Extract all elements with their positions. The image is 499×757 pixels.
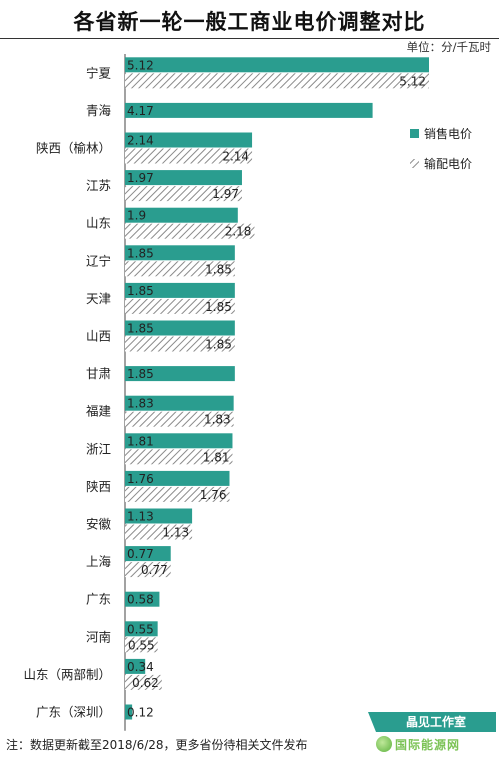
sales-price-label: 4.17: [127, 104, 154, 118]
studio-badge: 晶见工作室: [368, 712, 496, 732]
grid-price-bar: [125, 524, 193, 540]
sales-price-bar: [125, 366, 235, 382]
grid-price-label: 0.55: [128, 638, 155, 652]
grid-price-bar: [125, 562, 171, 578]
bars-layer: [124, 54, 429, 731]
sales-price-label: 0.12: [127, 706, 154, 720]
sales-price-bar: [125, 591, 160, 607]
watermark-logo-icon: [376, 736, 392, 752]
grid-price-label: 1.85: [205, 262, 232, 276]
grid-price-bar: [125, 674, 162, 690]
category-label: 天津: [86, 291, 111, 306]
sales-price-label: 0.55: [127, 622, 154, 636]
sales-price-bar: [125, 704, 133, 720]
sales-price-label: 0.34: [127, 660, 154, 674]
grid-price-bar: [125, 449, 233, 465]
grid-price-label: 1.76: [200, 488, 227, 502]
sales-price-bar: [125, 102, 373, 118]
grid-price-bar: [125, 336, 235, 352]
category-label: 宁夏: [86, 65, 112, 80]
sales-price-bar: [125, 170, 242, 186]
grid-price-label: 1.13: [162, 526, 189, 540]
sales-price-bar: [125, 395, 234, 411]
sales-price-label: 1.9: [127, 209, 146, 223]
category-label: 广东: [86, 592, 111, 607]
category-label: 上海: [86, 554, 112, 569]
watermark: 国际能源网: [376, 734, 460, 754]
sales-price-bar: [125, 282, 235, 298]
sales-price-label: 0.77: [127, 547, 154, 561]
grid-price-label: 1.97: [212, 187, 239, 201]
sales-price-label: 2.14: [127, 134, 154, 148]
grid-price-label: 1.81: [203, 450, 230, 464]
unit-note: 单位：分/千瓦时: [406, 40, 491, 54]
category-label: 广东（深圳）: [36, 705, 111, 720]
category-label: 浙江: [86, 441, 111, 456]
grid-price-bar: [125, 223, 255, 239]
sales-price-bar: [125, 320, 235, 336]
sales-price-bar: [125, 621, 158, 637]
grid-price-bar: [125, 637, 158, 653]
grid-price-label: 2.18: [225, 225, 252, 239]
grid-price-label: 5.12: [399, 74, 426, 88]
grid-price-bar: [125, 148, 253, 164]
sales-price-bar: [125, 433, 233, 449]
sales-price-label: 1.13: [127, 510, 154, 524]
category-label: 江苏: [86, 178, 111, 193]
grid-price-bar: [125, 261, 235, 277]
category-label: 青海: [86, 103, 112, 118]
grid-price-label: 2.14: [222, 150, 249, 164]
sales-price-bar: [125, 658, 146, 674]
category-label: 陕西（榆林）: [36, 141, 111, 156]
category-label: 安徽: [86, 517, 112, 532]
category-label: 河南: [86, 629, 111, 644]
grid-price-label: 0.62: [132, 676, 159, 690]
chart-title: 各省新一轮一般工商业电价调整对比: [73, 10, 426, 34]
grid-price-label: 0.77: [141, 563, 168, 577]
footnote: 注：数据更新截至2018/6/28，更多省份待相关文件发布: [6, 738, 308, 752]
legend-sales-swatch: [410, 129, 419, 138]
sales-price-label: 1.85: [127, 284, 154, 298]
category-label: 山东（两部制）: [23, 667, 111, 682]
grid-price-label: 1.85: [205, 300, 232, 314]
sales-price-label: 1.85: [127, 367, 154, 381]
watermark-text: 国际能源网: [395, 737, 461, 752]
sales-price-bar: [125, 57, 429, 73]
sales-price-label: 1.97: [127, 171, 154, 185]
sales-price-bar: [125, 207, 238, 223]
sales-price-label: 1.76: [127, 472, 154, 486]
category-label: 辽宁: [86, 253, 111, 268]
sales-price-bar: [125, 245, 235, 261]
legend-label: 销售电价: [424, 126, 472, 141]
grid-price-bar: [125, 411, 234, 427]
sales-price-label: 1.85: [127, 322, 154, 336]
category-label: 甘肃: [86, 366, 111, 381]
legend-label: 输配电价: [424, 156, 472, 171]
sales-price-bar: [125, 508, 193, 524]
grid-price-label: 1.85: [205, 338, 232, 352]
sales-price-bar: [125, 470, 230, 486]
grid-price-bar: [125, 73, 429, 89]
legend-grid-swatch: [410, 159, 419, 168]
sales-price-bar: [125, 546, 171, 562]
sales-price-label: 1.83: [127, 397, 154, 411]
sales-price-label: 5.12: [127, 58, 154, 72]
sales-price-bar: [125, 132, 253, 148]
category-label: 福建: [86, 404, 112, 419]
labels-layer: 宁夏 5.12 5.12 青海 4.17 陕西（榆林） 2.14 2.14 江苏 1.97 1.97…: [23, 58, 426, 719]
grid-price-bar: [125, 186, 242, 202]
sales-price-label: 0.58: [127, 593, 154, 607]
grid-price-label: 1.83: [204, 413, 231, 427]
category-label: 山东: [86, 216, 111, 231]
grid-price-bar: [125, 298, 235, 314]
sales-price-label: 1.85: [127, 246, 154, 260]
category-label: 山西: [86, 329, 111, 344]
grid-price-bar: [125, 486, 230, 502]
title-divider: [0, 38, 499, 39]
category-label: 陕西: [86, 479, 111, 494]
sales-price-label: 1.81: [127, 434, 154, 448]
